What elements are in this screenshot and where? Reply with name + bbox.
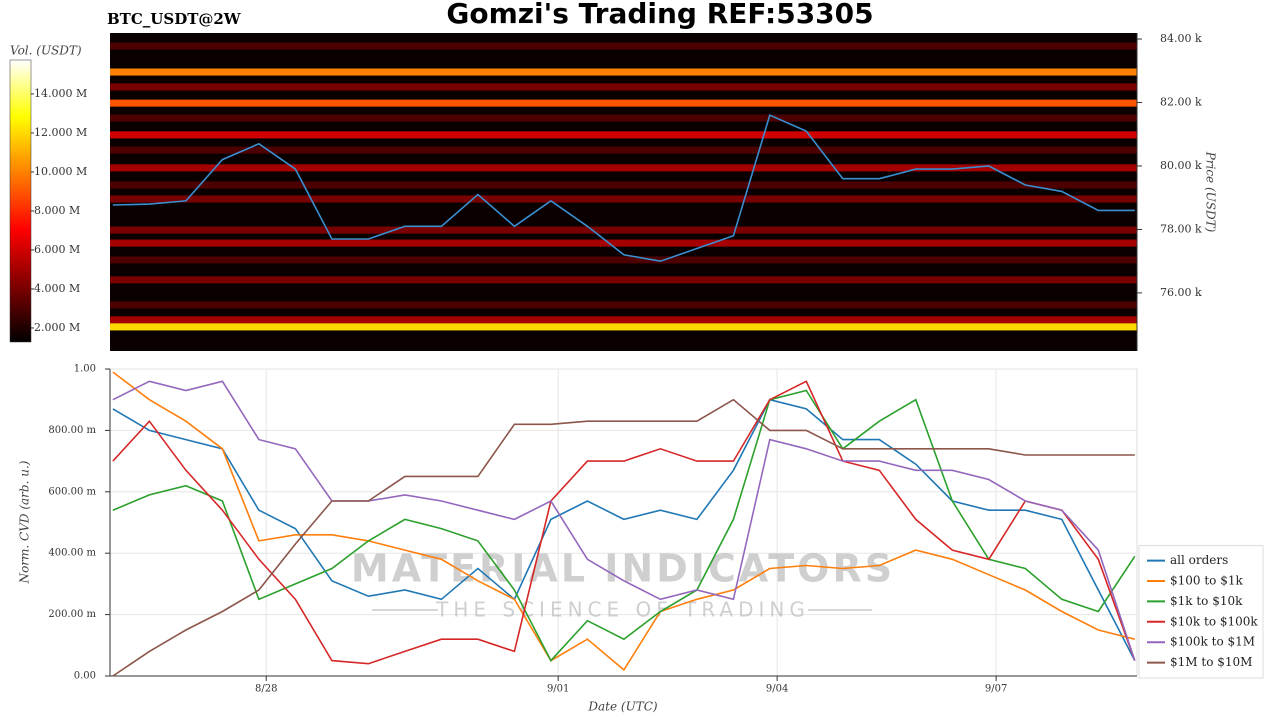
y-tick-label: 800.00 m (48, 425, 96, 436)
liquidity-band (110, 181, 1137, 189)
series-line (112, 371, 1135, 672)
y-tick-label: 0.00 (74, 671, 96, 682)
y-axis-label: Price (USDT) (1204, 151, 1218, 233)
liquidity-band (110, 131, 1137, 139)
watermark-subtitle: THE SCIENCE OF TRADING (435, 598, 810, 622)
x-tick-label: 9/01 (547, 684, 569, 695)
x-tick-label: 9/04 (766, 684, 788, 695)
y-tick-label: 600.00 m (48, 486, 96, 497)
y-tick-label: 200.00 m (48, 609, 96, 620)
liquidity-band (110, 256, 1137, 264)
series-line (112, 380, 1136, 665)
y-tick-label: 80.00 k (1160, 159, 1202, 172)
colorbar-tick-label: 10.000 M (34, 165, 87, 178)
liquidity-band (110, 83, 1137, 91)
chart-subtitle: BTC_USDT@2W (107, 10, 242, 28)
y-tick-label: 82.00 k (1160, 96, 1202, 109)
watermark-title: MATERIAL INDICATORS (351, 547, 895, 591)
legend-label: all orders (1170, 553, 1228, 567)
legend-label: $1k to $10k (1170, 594, 1243, 608)
x-tick-label: 9/07 (985, 684, 1007, 695)
series-line (112, 398, 1135, 677)
liquidity-band (110, 164, 1137, 172)
liquidity-band (110, 99, 1137, 107)
series-line (112, 380, 1136, 661)
liquidity-band (110, 195, 1137, 203)
legend-label: $1M to $10M (1170, 655, 1252, 669)
liquidity-band (110, 239, 1137, 247)
y-tick-label: 84.00 k (1160, 32, 1202, 45)
colorbar-tick-label: 6.000 M (34, 243, 80, 256)
colorbar-label: Vol. (USDT) (10, 44, 82, 58)
chart-title: Gomzi's Trading REF:53305 (446, 0, 873, 30)
legend-label: $10k to $100k (1170, 614, 1258, 628)
liquidity-band (110, 114, 1137, 122)
liquidity-band (110, 42, 1137, 50)
colorbar (9, 59, 32, 343)
y-axis-label: Norm. CVD (arb. u.) (18, 460, 32, 584)
colorbar-tick-label: 12.000 M (34, 126, 87, 139)
liquidity-band (110, 68, 1137, 76)
legend-box (1138, 545, 1264, 679)
x-tick-label: 8/28 (255, 684, 277, 695)
colorbar-tick-label: 4.000 M (34, 282, 80, 295)
y-tick-label: 400.00 m (48, 548, 96, 559)
x-axis-label: Date (UTC) (587, 700, 657, 714)
legend-label: $100 to $1k (1170, 574, 1243, 588)
liquidity-band (110, 146, 1137, 154)
liquidity-band (110, 226, 1137, 234)
colorbar-tick-label: 14.000 M (34, 87, 87, 100)
series-line (112, 398, 1136, 661)
y-tick-label: 76.00 k (1160, 286, 1202, 299)
legend-label: $100k to $1M (1170, 635, 1255, 649)
liquidity-band (110, 276, 1137, 284)
y-tick-label: 78.00 k (1160, 222, 1202, 235)
colorbar-tick-label: 2.000 M (34, 321, 80, 334)
plot-area (109, 368, 1138, 677)
price-line (112, 114, 1135, 263)
liquidity-band (110, 301, 1137, 309)
liquidity-band (110, 316, 1137, 324)
liquidity-band (110, 323, 1137, 331)
colorbar-tick-label: 8.000 M (34, 204, 80, 217)
y-tick-label: 1.00 (74, 364, 96, 375)
series-line (112, 389, 1136, 662)
